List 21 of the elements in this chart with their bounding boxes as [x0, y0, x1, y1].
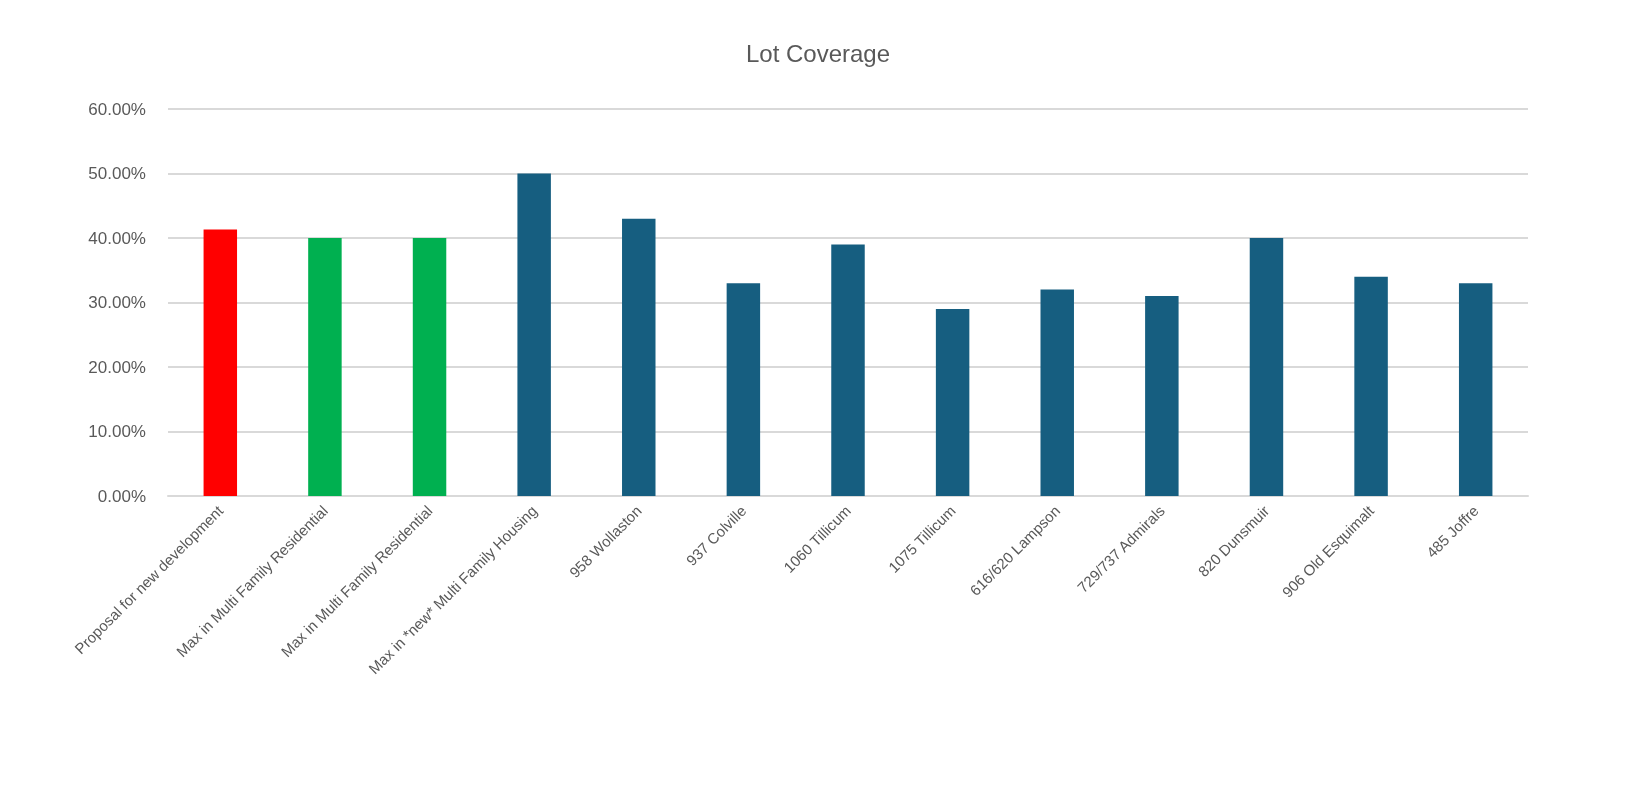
- y-tick-label: 10.00%: [88, 422, 146, 441]
- y-tick-label: 30.00%: [88, 293, 146, 312]
- bar: [1040, 289, 1074, 496]
- bar: [308, 238, 342, 496]
- bar: [622, 218, 656, 496]
- bar: [1249, 238, 1284, 496]
- y-tick-label: 20.00%: [88, 357, 146, 377]
- y-tick-label: 40.00%: [88, 228, 146, 248]
- bar: [517, 173, 551, 496]
- y-tick-label: 0.00%: [97, 486, 146, 506]
- y-tick-label: 50.00%: [88, 164, 146, 183]
- bar: [1145, 296, 1179, 496]
- y-tick-label: 60.00%: [88, 99, 146, 119]
- bar: [203, 229, 238, 496]
- bar: [412, 238, 447, 496]
- bar: [726, 283, 761, 496]
- chart-title: Lot Coverage: [745, 39, 891, 67]
- bar: [831, 244, 865, 496]
- bar: [1458, 283, 1493, 496]
- bar: [1354, 276, 1388, 496]
- bar: [935, 308, 970, 496]
